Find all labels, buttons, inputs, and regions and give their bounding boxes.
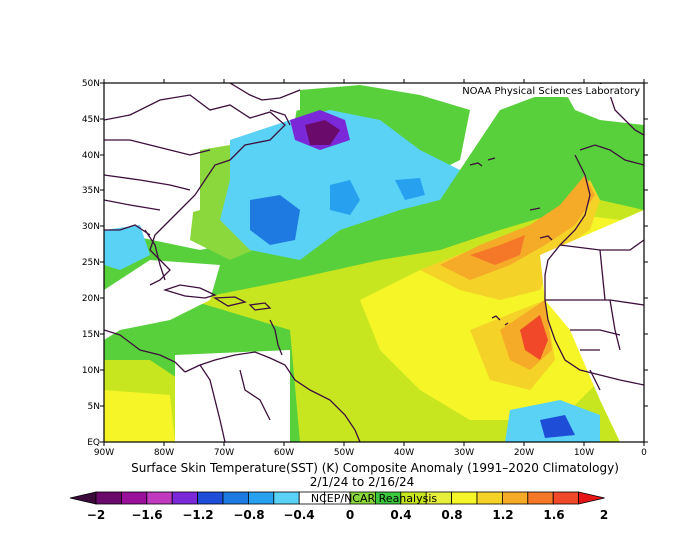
lat-label: 30N (82, 222, 100, 232)
colorbar-tick-label: −1.6 (131, 508, 162, 522)
lat-label: 20N (82, 294, 100, 304)
lon-label: 80W (154, 448, 174, 458)
colorbar-tick-label: −2 (87, 508, 105, 522)
source-label: NCEP/NCAR Reanalysis (311, 492, 437, 505)
colorbar-segment (121, 491, 148, 505)
colorbar-segment (527, 491, 554, 505)
colorbar-segment (273, 491, 300, 505)
credit-text: NOAA Physical Sciences Laboratory (462, 86, 640, 97)
colorbar-arrow-right (578, 491, 605, 505)
colorbar-segment (197, 491, 224, 505)
lat-label: 5N (88, 402, 100, 412)
colorbar-segment (552, 491, 580, 505)
colorbar-segment (247, 491, 275, 505)
lon-label: 50W (334, 448, 354, 458)
colorbar-segment (146, 491, 173, 505)
colorbar-tick-label: −0.8 (233, 508, 264, 522)
lat-label: 45N (82, 115, 100, 125)
coastlines (104, 83, 644, 442)
lon-label: 10W (574, 448, 594, 458)
colorbar-tick-label: 1.2 (492, 508, 513, 522)
map-title: Surface Skin Temperature(SST) (K) Compos… (131, 461, 619, 475)
colorbar-tick-label: 0.4 (390, 508, 411, 522)
colorbar (69, 491, 605, 505)
lon-label: 90W (94, 448, 114, 458)
lat-label: 25N (82, 258, 100, 268)
lon-label: 20W (514, 448, 534, 458)
date-range: 2/1/24 to 2/16/24 (310, 475, 415, 489)
lon-label: 70W (214, 448, 234, 458)
lat-label: 35N (82, 186, 100, 196)
lon-label: 40W (394, 448, 414, 458)
lat-label: 15N (82, 330, 100, 340)
lat-label: EQ (87, 438, 100, 448)
colorbar-tick-label: 0.8 (441, 508, 462, 522)
colorbar-ticks: −2 −1.6 −1.2 −0.8 −0.4 0 0.4 0.8 1.2 1.6… (87, 508, 608, 522)
colorbar-tick-label: 0 (346, 508, 354, 522)
colorbar-segment (476, 491, 503, 505)
lat-axis: 50N 45N 40N 35N 30N 25N 20N 15N 10N 5N E… (82, 79, 648, 448)
anomaly-field (104, 83, 644, 442)
colorbar-tick-label: 2 (600, 508, 608, 522)
colorbar-segment (95, 491, 122, 505)
lon-label: 60W (274, 448, 294, 458)
colorbar-segment (501, 491, 529, 505)
lat-label: 50N (82, 79, 100, 89)
colorbar-tick-label: −1.2 (182, 508, 213, 522)
colorbar-tick-label: 1.6 (543, 508, 564, 522)
colorbar-arrow-left (69, 491, 97, 505)
colorbar-segment (451, 491, 478, 505)
colorbar-segment (222, 491, 249, 505)
lon-axis: 90W 80W 70W 60W 50W 40W 30W 20W 10W 0 (94, 79, 647, 458)
colorbar-segment (171, 491, 198, 505)
credit-box (458, 84, 642, 97)
lat-label: 40N (82, 151, 100, 161)
lat-label: 10N (82, 366, 100, 376)
colorbar-tick-label: −0.4 (283, 508, 314, 522)
lon-label: 30W (454, 448, 474, 458)
lon-label: 0 (641, 448, 647, 458)
